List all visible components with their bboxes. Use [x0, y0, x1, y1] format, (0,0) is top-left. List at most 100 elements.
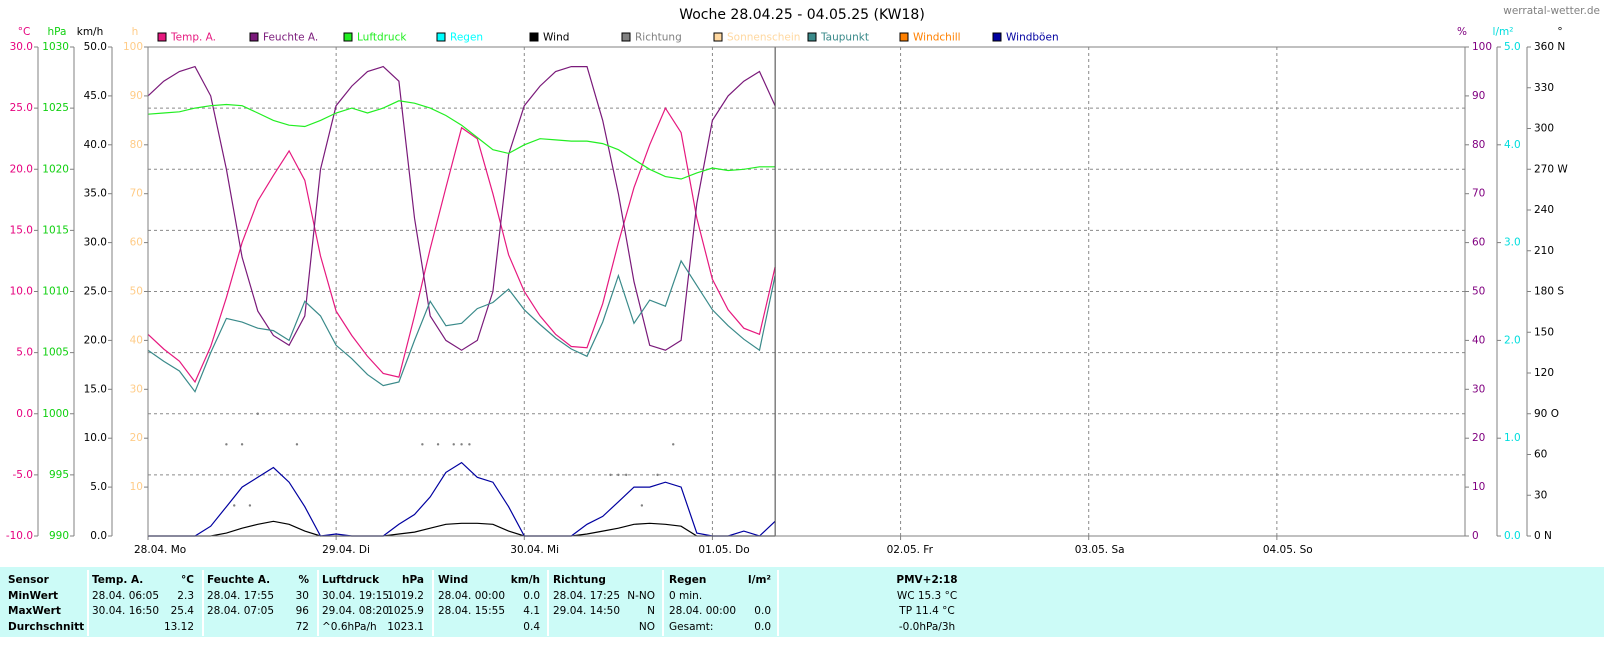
y-tick-label: 10	[1472, 481, 1485, 493]
axis-unit: °C	[18, 26, 31, 38]
legend-label: Temp. A.	[170, 32, 216, 44]
y-tick-label: 90	[130, 90, 143, 102]
legend-swatch	[992, 32, 1002, 42]
y-tick-label: -5.0	[13, 469, 34, 481]
cell-value: 25.4	[171, 605, 195, 617]
y-tick-label: 995	[49, 469, 69, 481]
y-tick-label: 35.0	[84, 188, 107, 200]
y-tick-label: 20.0	[10, 163, 33, 175]
legend-label: Feuchte A.	[263, 32, 318, 44]
x-tick-label: 29.04. Di	[322, 544, 370, 556]
y-tick-label: 20	[130, 432, 143, 444]
cell-value: 1019.2	[387, 590, 424, 602]
y-tick-label: 60	[1534, 449, 1547, 461]
legend-label: Regen	[450, 32, 483, 44]
y-tick-label: 120	[1534, 367, 1554, 379]
legend-swatch	[343, 32, 353, 42]
direction-dot	[672, 443, 675, 446]
y-tick-label: 3.0	[1504, 237, 1521, 249]
stats-background	[0, 567, 1604, 637]
cell-value: 0.0	[754, 621, 771, 633]
legend-label: Wind	[543, 32, 569, 44]
cell-value: 13.12	[164, 621, 194, 633]
y-tick-label: 60	[130, 237, 143, 249]
y-tick-label: -10.0	[6, 530, 33, 542]
direction-dot	[468, 443, 471, 446]
cell-text: 28.04. 15:55	[438, 605, 505, 617]
x-tick-label: 04.05. So	[1263, 544, 1313, 556]
axis-unit: °	[1557, 26, 1562, 38]
direction-dot	[295, 443, 299, 446]
y-tick-label: 90	[1472, 90, 1485, 102]
x-tick-label: 03.05. Sa	[1075, 544, 1125, 556]
legend-swatch	[529, 32, 539, 42]
column-title: Wind	[438, 574, 468, 586]
y-tick-label: 240	[1534, 204, 1554, 216]
y-tick-label: 0.0	[16, 408, 33, 420]
legend-swatch	[807, 32, 817, 42]
pmv-line: WC 15.3 °C	[897, 590, 957, 602]
direction-dot	[233, 504, 236, 507]
series-line	[148, 461, 776, 537]
y-tick-label: 210	[1534, 245, 1554, 257]
y-tick-label: 990	[49, 530, 69, 542]
column-unit: km/h	[511, 574, 540, 586]
y-tick-label: 30	[1472, 383, 1485, 395]
y-tick-label: 5.0	[16, 347, 33, 359]
series-line	[148, 520, 776, 537]
direction-dot	[617, 473, 620, 477]
cell-text: 28.04. 06:05	[92, 590, 159, 602]
column-title: Feuchte A.	[207, 574, 270, 586]
y-tick-label: 70	[130, 188, 143, 200]
y-tick-label: 10.0	[10, 286, 33, 298]
y-tick-label: 0.0	[90, 530, 107, 542]
series-line	[147, 65, 776, 351]
column-unit: %	[298, 574, 309, 586]
column-unit: l/m²	[748, 574, 771, 586]
y-tick-label: 90 O	[1534, 408, 1559, 420]
y-tick-label: 270 W	[1534, 163, 1568, 175]
direction-dot	[421, 443, 424, 446]
row-label: MinWert	[8, 590, 58, 602]
series-line	[147, 259, 776, 393]
y-tick-label: 0.0	[1504, 530, 1521, 542]
cell-text: 30.04. 16:50	[92, 605, 159, 617]
cell-value: 4.1	[523, 605, 540, 617]
cell-text: ^0.6hPa/h	[322, 621, 377, 633]
y-tick-label: 10.0	[84, 432, 107, 444]
x-tick-label: 02.05. Fr	[887, 544, 934, 556]
y-tick-label: 1.0	[1504, 432, 1521, 444]
cell-value: 30	[296, 590, 309, 602]
legend-swatch	[436, 32, 446, 42]
series-line	[147, 106, 776, 384]
axis-unit: l/m²	[1493, 26, 1514, 38]
direction-dot	[240, 443, 244, 446]
row-label: MaxWert	[8, 605, 61, 617]
direction-dot	[656, 473, 659, 477]
y-tick-label: 5.0	[1504, 41, 1521, 53]
y-tick-label: 1015	[42, 224, 69, 236]
cell-value: 0.0	[754, 605, 771, 617]
y-tick-label: 40.0	[84, 139, 107, 151]
direction-dot	[248, 504, 252, 507]
x-tick-label: 01.05. Do	[698, 544, 749, 556]
y-tick-label: 150	[1534, 326, 1554, 338]
y-tick-label: 60	[1472, 237, 1485, 249]
cell-value: N-NO	[627, 590, 655, 602]
cell-text: 28.04. 00:00	[438, 590, 505, 602]
series-line	[147, 100, 776, 180]
legend-swatch	[621, 32, 631, 42]
legend-label: Luftdruck	[357, 32, 407, 44]
legend-label: Sonnenschein	[727, 32, 800, 44]
y-tick-label: 15.0	[84, 383, 107, 395]
y-tick-label: 0	[1472, 530, 1479, 542]
cell-text: 28.04. 07:05	[207, 605, 274, 617]
legend-swatch	[713, 32, 723, 42]
cell-text: 29.04. 08:20	[322, 605, 389, 617]
direction-dot	[452, 443, 455, 446]
y-tick-label: 50	[130, 286, 143, 298]
y-tick-label: 1030	[42, 41, 69, 53]
cell-text: 29.04. 14:50	[553, 605, 620, 617]
cell-text: 0 min.	[669, 590, 702, 602]
